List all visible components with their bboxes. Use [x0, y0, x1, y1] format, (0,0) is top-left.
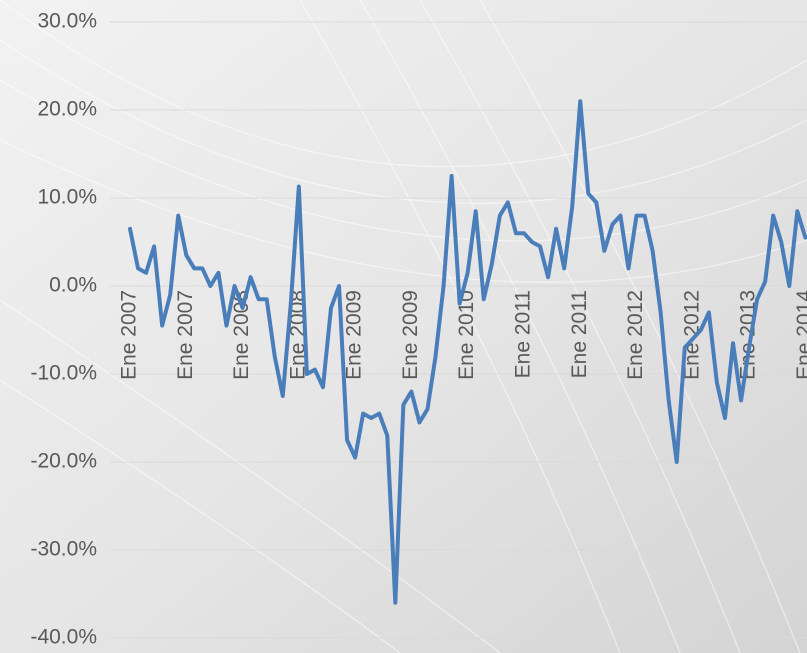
x-tick-label: Ene 2011	[512, 290, 535, 378]
x-tick-label: Ene 2008	[230, 290, 253, 380]
y-tick-label: 0.0%	[49, 274, 97, 297]
x-tick-label: Ene 2012	[624, 290, 647, 380]
y-tick-label: -40.0%	[30, 626, 97, 649]
x-tick-label: Ene 2007	[174, 290, 197, 380]
x-tick-label: Ene 2011	[568, 290, 591, 378]
y-tick-label: -30.0%	[30, 538, 97, 561]
y-tick-label: -20.0%	[30, 450, 97, 473]
x-tick-label: Ene 2007	[118, 290, 141, 380]
x-tick-label: Ene 2009	[343, 290, 366, 380]
y-tick-label: -10.0%	[30, 362, 97, 385]
x-tick-label: Ene 2012	[680, 290, 703, 380]
x-tick-label: Ene 2009	[399, 290, 422, 380]
y-tick-label: 30.0%	[37, 10, 97, 33]
data-line	[128, 99, 807, 605]
y-tick-label: 10.0%	[37, 186, 97, 209]
x-tick-label: Ene 2010	[455, 290, 478, 380]
x-tick-label: Ene 2014	[793, 290, 807, 380]
y-tick-label: 20.0%	[37, 98, 97, 121]
